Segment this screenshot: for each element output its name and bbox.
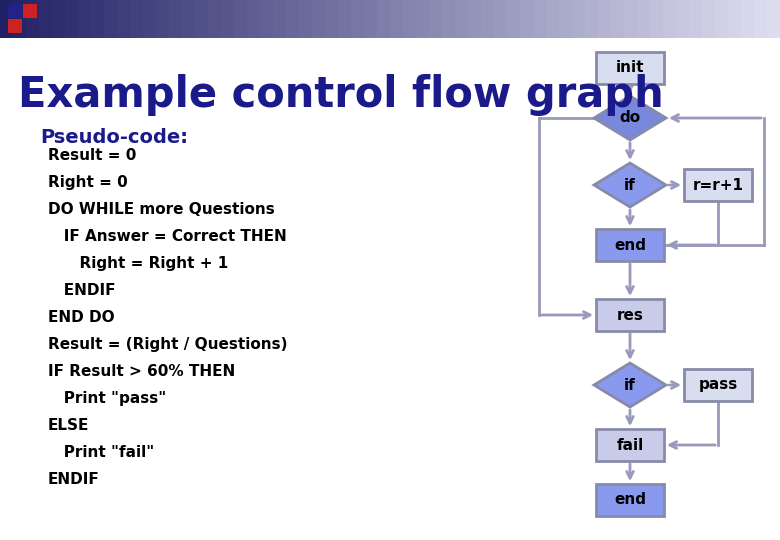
Bar — [596, 299, 664, 331]
Bar — [130, 0, 144, 38]
Bar — [299, 0, 313, 38]
Bar — [234, 0, 248, 38]
Bar — [78, 0, 92, 38]
Bar — [8, 4, 22, 18]
Bar — [684, 369, 752, 401]
Text: Print "fail": Print "fail" — [48, 445, 154, 460]
Bar — [728, 0, 742, 38]
Bar — [377, 0, 391, 38]
Bar — [585, 0, 599, 38]
Bar — [702, 0, 716, 38]
Bar — [533, 0, 547, 38]
Bar — [13, 0, 27, 38]
Text: END DO: END DO — [48, 310, 115, 325]
Bar — [364, 0, 378, 38]
Bar — [767, 0, 780, 38]
Text: Pseudo-code:: Pseudo-code: — [40, 128, 188, 147]
Bar — [91, 0, 105, 38]
Bar — [260, 0, 274, 38]
Bar — [221, 0, 235, 38]
Text: Result = (Right / Questions): Result = (Right / Questions) — [48, 337, 288, 352]
Bar — [65, 0, 79, 38]
Text: ENDIF: ENDIF — [48, 472, 100, 487]
Bar — [715, 0, 729, 38]
Bar — [481, 0, 495, 38]
Text: res: res — [616, 307, 644, 322]
Text: fail: fail — [616, 437, 644, 453]
Text: end: end — [614, 492, 646, 508]
Bar — [494, 0, 508, 38]
Polygon shape — [594, 363, 666, 407]
Bar — [663, 0, 677, 38]
Bar — [416, 0, 430, 38]
Bar — [650, 0, 664, 38]
Bar — [23, 4, 37, 18]
Bar — [273, 0, 287, 38]
Bar — [104, 0, 118, 38]
Text: ELSE: ELSE — [48, 418, 90, 433]
Text: Right = 0: Right = 0 — [48, 175, 128, 190]
Bar — [325, 0, 339, 38]
Bar — [442, 0, 456, 38]
Bar — [208, 0, 222, 38]
Bar — [247, 0, 261, 38]
Text: Right = Right + 1: Right = Right + 1 — [48, 256, 229, 271]
Bar — [52, 0, 66, 38]
Polygon shape — [594, 96, 666, 140]
Bar — [684, 169, 752, 201]
Polygon shape — [594, 163, 666, 207]
Text: Result = 0: Result = 0 — [48, 148, 136, 163]
Bar — [624, 0, 638, 38]
Bar — [455, 0, 469, 38]
Bar — [637, 0, 651, 38]
Bar — [741, 0, 755, 38]
Bar — [26, 0, 40, 38]
Bar — [676, 0, 690, 38]
Bar — [468, 0, 482, 38]
Bar — [312, 0, 326, 38]
Text: init: init — [615, 60, 644, 76]
Bar — [596, 484, 664, 516]
Bar — [351, 0, 365, 38]
Bar — [611, 0, 625, 38]
Text: Example control flow graph: Example control flow graph — [18, 74, 664, 116]
Bar — [195, 0, 209, 38]
Text: pass: pass — [698, 377, 738, 393]
Text: ENDIF: ENDIF — [48, 283, 115, 298]
Bar — [156, 0, 170, 38]
Bar — [403, 0, 417, 38]
Text: r=r+1: r=r+1 — [693, 178, 743, 192]
Text: if: if — [624, 178, 636, 192]
Bar — [572, 0, 586, 38]
Bar — [169, 0, 183, 38]
Text: if: if — [624, 377, 636, 393]
Bar — [0, 0, 14, 38]
Bar — [520, 0, 534, 38]
Bar — [507, 0, 521, 38]
Bar — [8, 19, 22, 33]
Text: end: end — [614, 238, 646, 253]
Bar — [596, 429, 664, 461]
Text: IF Answer = Correct THEN: IF Answer = Correct THEN — [48, 229, 287, 244]
Bar — [596, 229, 664, 261]
Bar — [598, 0, 612, 38]
Bar — [338, 0, 352, 38]
Bar — [39, 0, 53, 38]
Bar — [182, 0, 196, 38]
Bar — [754, 0, 768, 38]
Text: do: do — [619, 111, 640, 125]
Text: DO WHILE more Questions: DO WHILE more Questions — [48, 202, 275, 217]
Bar — [390, 0, 404, 38]
Bar — [559, 0, 573, 38]
Bar — [286, 0, 300, 38]
Bar — [596, 52, 664, 84]
Bar — [143, 0, 157, 38]
Bar — [117, 0, 131, 38]
Bar — [689, 0, 703, 38]
Text: Print "pass": Print "pass" — [48, 391, 166, 406]
Text: IF Result > 60% THEN: IF Result > 60% THEN — [48, 364, 236, 379]
Bar — [546, 0, 560, 38]
Bar — [429, 0, 443, 38]
